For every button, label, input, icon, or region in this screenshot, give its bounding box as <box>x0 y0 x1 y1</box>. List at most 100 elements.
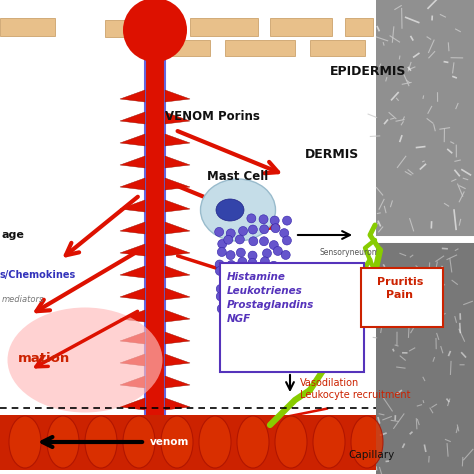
Circle shape <box>259 215 268 224</box>
Ellipse shape <box>201 179 275 241</box>
Polygon shape <box>165 156 190 168</box>
Polygon shape <box>120 288 145 300</box>
Circle shape <box>280 228 289 237</box>
Circle shape <box>247 214 256 223</box>
Polygon shape <box>120 420 145 432</box>
Circle shape <box>260 271 269 280</box>
Circle shape <box>270 302 279 311</box>
Circle shape <box>249 304 258 313</box>
Circle shape <box>239 283 248 292</box>
Circle shape <box>247 295 256 304</box>
Text: Mast Cell: Mast Cell <box>207 170 269 183</box>
Bar <box>376 242 474 474</box>
Text: Vasodilation
Leukocyte recruitment: Vasodilation Leukocyte recruitment <box>300 378 410 401</box>
Polygon shape <box>120 178 145 190</box>
FancyBboxPatch shape <box>220 263 364 372</box>
Ellipse shape <box>85 416 117 468</box>
Polygon shape <box>165 244 190 256</box>
Circle shape <box>283 236 292 245</box>
Text: Pruritis
Pain: Pruritis Pain <box>377 277 423 300</box>
Polygon shape <box>165 288 190 300</box>
Circle shape <box>280 271 289 280</box>
Polygon shape <box>120 134 145 146</box>
Polygon shape <box>120 244 145 256</box>
Text: age: age <box>2 230 25 240</box>
Circle shape <box>226 303 235 312</box>
Circle shape <box>269 261 278 270</box>
Text: Capillary: Capillary <box>348 450 394 460</box>
Circle shape <box>247 280 256 289</box>
Bar <box>225 40 295 56</box>
Circle shape <box>237 248 246 257</box>
Polygon shape <box>120 112 145 124</box>
Circle shape <box>217 247 226 256</box>
Polygon shape <box>120 398 145 410</box>
FancyBboxPatch shape <box>361 268 443 327</box>
Polygon shape <box>120 90 145 102</box>
Bar <box>310 40 365 56</box>
Polygon shape <box>120 310 145 322</box>
Ellipse shape <box>8 308 163 412</box>
Circle shape <box>281 295 290 304</box>
Circle shape <box>216 292 225 301</box>
Circle shape <box>226 229 235 238</box>
Text: Histamine
Leukotrienes
Prostaglandins
NGF: Histamine Leukotrienes Prostaglandins NG… <box>227 272 314 324</box>
Circle shape <box>216 266 225 275</box>
Circle shape <box>283 216 292 225</box>
Text: DERMIS: DERMIS <box>305 148 359 161</box>
Circle shape <box>215 260 224 269</box>
Circle shape <box>281 250 290 259</box>
Polygon shape <box>165 200 190 212</box>
Polygon shape <box>120 354 145 366</box>
Text: VENOM Porins: VENOM Porins <box>165 110 260 123</box>
Circle shape <box>248 258 257 267</box>
Bar <box>0 415 376 470</box>
Circle shape <box>238 227 247 236</box>
Bar <box>145 55 165 430</box>
Circle shape <box>227 280 236 289</box>
Circle shape <box>248 225 257 234</box>
Text: s/Chemokines: s/Chemokines <box>0 270 76 280</box>
Polygon shape <box>165 266 190 278</box>
Circle shape <box>225 292 234 301</box>
Circle shape <box>238 257 247 266</box>
Polygon shape <box>120 222 145 234</box>
Circle shape <box>282 263 291 272</box>
Circle shape <box>123 0 187 62</box>
Circle shape <box>237 307 246 316</box>
Ellipse shape <box>9 416 41 468</box>
Circle shape <box>274 294 283 303</box>
Polygon shape <box>165 112 190 124</box>
Circle shape <box>271 224 280 233</box>
Circle shape <box>282 303 291 312</box>
Circle shape <box>259 237 268 246</box>
Bar <box>376 0 474 237</box>
Circle shape <box>248 251 257 260</box>
Circle shape <box>269 241 278 250</box>
Polygon shape <box>165 310 190 322</box>
Circle shape <box>228 271 237 280</box>
Circle shape <box>249 237 258 246</box>
Circle shape <box>260 257 269 266</box>
Polygon shape <box>120 266 145 278</box>
Text: EPIDERMIS: EPIDERMIS <box>330 65 406 78</box>
Ellipse shape <box>313 416 345 468</box>
Polygon shape <box>120 156 145 168</box>
Polygon shape <box>120 332 145 344</box>
Circle shape <box>272 271 281 280</box>
Polygon shape <box>165 134 190 146</box>
Polygon shape <box>165 398 190 410</box>
Circle shape <box>215 228 224 237</box>
Circle shape <box>280 281 289 290</box>
Bar <box>270 18 332 36</box>
Polygon shape <box>165 376 190 388</box>
Circle shape <box>217 304 226 313</box>
Polygon shape <box>165 420 190 432</box>
Circle shape <box>237 268 246 277</box>
Polygon shape <box>165 332 190 344</box>
Circle shape <box>259 304 268 313</box>
Polygon shape <box>165 222 190 234</box>
Polygon shape <box>120 376 145 388</box>
Bar <box>150 40 210 56</box>
Circle shape <box>258 294 267 303</box>
